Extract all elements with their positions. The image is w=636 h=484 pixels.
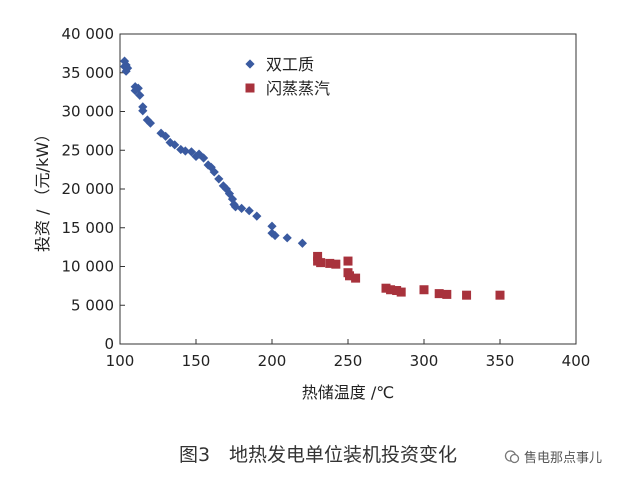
- flash-steam-point: [392, 286, 402, 296]
- y-tick-label: 25 000: [62, 141, 115, 159]
- binary-cycle-point: [297, 238, 307, 248]
- y-tick-label: 20 000: [62, 180, 115, 198]
- watermark: 售电那点事儿: [504, 447, 602, 466]
- x-tick-label: 350: [486, 352, 515, 370]
- flash-steam-point: [434, 289, 444, 299]
- flash-steam-point: [381, 283, 391, 293]
- y-tick-label: 35 000: [62, 64, 115, 82]
- binary-cycle-point: [214, 174, 224, 184]
- binary-cycle-point: [282, 233, 292, 243]
- y-axis-ticks: 0 5 000 10 000 15 000 20 000 25 000 30 000 35 0…: [62, 25, 125, 353]
- binary-cycle-point: [237, 203, 247, 213]
- flash-steam-point: [316, 258, 326, 268]
- binary-cycle-point: [180, 146, 190, 156]
- binary-cycle-point: [135, 90, 145, 100]
- plot-frame: [119, 33, 577, 345]
- x-axis-ticks: 100 150 200 250 300 350 400: [106, 339, 591, 370]
- legend-marker: [245, 59, 255, 69]
- binary-cycle-point: [133, 83, 143, 93]
- flash-steam-point: [345, 271, 355, 281]
- x-tick-label: 150: [182, 352, 211, 370]
- x-axis-label: 热储温度 /℃: [302, 383, 394, 402]
- flash-steam-point: [442, 289, 452, 299]
- series-flash-steam: [313, 251, 505, 300]
- legend-label: 双工质: [266, 55, 314, 74]
- binary-cycle-point: [209, 167, 219, 177]
- flash-steam-point: [495, 290, 505, 300]
- binary-cycle-point: [170, 140, 180, 150]
- x-tick-label: 100: [106, 352, 135, 370]
- y-tick-label: 30 000: [62, 103, 115, 121]
- flash-steam-point: [351, 273, 361, 283]
- y-axis-label: 投资 / （元/kW）: [33, 126, 52, 252]
- flash-steam-point: [396, 287, 406, 297]
- flash-steam-point: [419, 285, 429, 295]
- legend-marker: [245, 83, 255, 93]
- flash-steam-point: [462, 290, 472, 300]
- binary-cycle-point: [123, 63, 133, 73]
- binary-cycle-point: [267, 221, 277, 231]
- binary-cycle-point: [161, 131, 171, 141]
- figure-caption: 图3 地热发电单位装机投资变化: [178, 444, 458, 466]
- flash-steam-point: [331, 259, 341, 269]
- y-tick-label: 0: [104, 335, 114, 353]
- legend-label: 闪蒸蒸汽: [266, 79, 330, 98]
- watermark-text: 售电那点事儿: [524, 451, 603, 466]
- binary-cycle-point: [186, 147, 197, 157]
- y-tick-label: 15 000: [62, 219, 115, 237]
- flash-steam-point: [343, 256, 353, 266]
- x-tick-label: 400: [562, 352, 591, 370]
- series-binary-cycle: [119, 56, 307, 248]
- binary-cycle-point: [138, 106, 148, 116]
- y-tick-label: 5 000: [71, 296, 114, 314]
- flash-steam-point: [325, 258, 335, 268]
- flash-steam-point: [386, 285, 396, 295]
- y-tick-label: 10 000: [62, 258, 115, 276]
- x-tick-label: 200: [258, 352, 287, 370]
- binary-cycle-point: [270, 230, 280, 241]
- flash-steam-point: [313, 251, 323, 261]
- binary-cycle-point: [252, 211, 262, 221]
- data-points: [119, 56, 505, 300]
- y-tick-label: 40 000: [62, 25, 115, 43]
- wechat-icon: [504, 449, 520, 463]
- x-tick-label: 250: [334, 352, 363, 370]
- x-tick-label: 300: [410, 352, 439, 370]
- binary-cycle-point: [199, 153, 209, 163]
- scatter-chart: 100 150 200 250 300 350 400 0 5 000 10 000 15 000…: [33, 25, 591, 402]
- binary-cycle-point: [244, 206, 254, 216]
- binary-cycle-point: [145, 118, 155, 128]
